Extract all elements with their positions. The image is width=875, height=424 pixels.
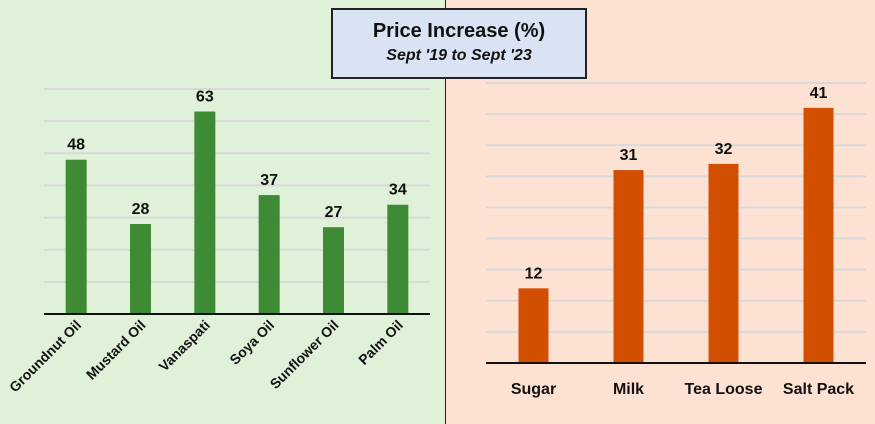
data-label: 41 [810, 85, 828, 102]
bar-salt-pack [803, 107, 834, 363]
data-label: 37 [260, 172, 278, 189]
data-label: 48 [67, 137, 85, 154]
data-label: 12 [525, 265, 543, 282]
x-tick-label: Tea Loose [685, 381, 763, 398]
bar-sunflower-oil [323, 227, 344, 314]
bar-groundnut-oil [65, 159, 87, 314]
bar-sugar [518, 288, 549, 363]
title-box: Price Increase (%) Sept '19 to Sept '23 [331, 8, 587, 79]
x-tick-label: Milk [613, 381, 644, 398]
data-label: 32 [715, 141, 733, 158]
x-tick-label: Salt Pack [783, 381, 854, 398]
bar-vanaspati [194, 111, 216, 314]
data-label: 31 [620, 147, 638, 164]
data-label: 27 [325, 204, 343, 221]
data-label: 28 [132, 201, 150, 218]
x-tick-label: Sugar [511, 381, 556, 398]
data-label: 63 [196, 89, 214, 106]
chart-title: Price Increase (%) [372, 20, 546, 42]
bar-mustard-oil [130, 224, 151, 314]
bar-soya-oil [258, 195, 280, 314]
panel-divider [445, 0, 446, 424]
bar-palm-oil [387, 204, 409, 314]
bar-milk [613, 170, 644, 363]
chart-subtitle: Sept '19 to Sept '23 [386, 47, 532, 64]
data-label: 34 [389, 182, 407, 199]
bar-tea-loose [708, 163, 739, 363]
